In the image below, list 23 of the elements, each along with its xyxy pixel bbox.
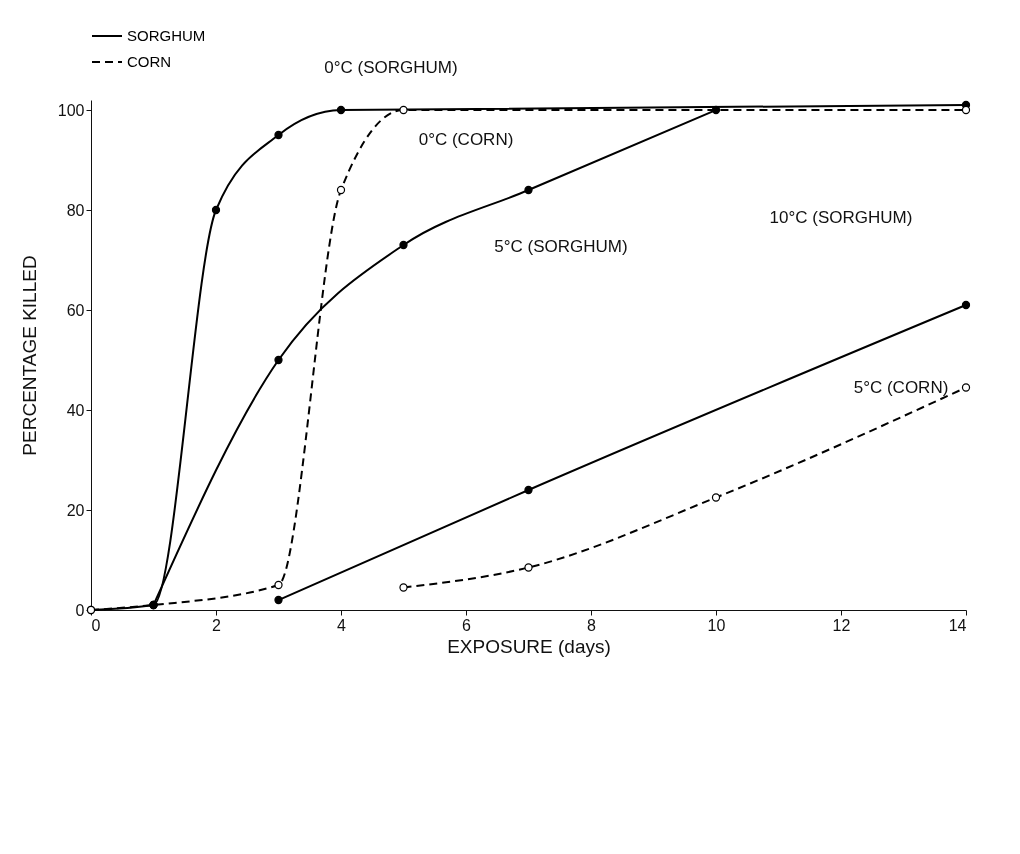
annotation: 10°C (SORGHUM) [769, 208, 913, 227]
y-axis-title: PERCENTAGE KILLED [18, 255, 40, 456]
x-tick-label: 10 [707, 616, 726, 634]
x-tick-label: 0 [91, 616, 101, 634]
y-tick-label: 60 [66, 301, 85, 319]
y-tick-label: 100 [57, 101, 85, 119]
y-tick-label: 0 [75, 601, 85, 619]
legend-label: SORGHUM [127, 27, 206, 44]
annotation: 0°C (CORN) [418, 130, 514, 149]
text: 0°C (SORGHUM) [324, 58, 458, 77]
y-tick-label: 40 [66, 401, 85, 419]
x-tick-label: 2 [212, 616, 222, 634]
annotation: 5°C (CORN) [853, 378, 949, 397]
annotation: 5°C (SORGHUM) [494, 237, 628, 256]
x-tick-label: 4 [337, 616, 347, 634]
x-axis-title: EXPOSURE (days) [447, 635, 611, 657]
y-tick-label: 80 [66, 201, 85, 219]
x-tick-label: 8 [587, 616, 597, 634]
x-tick-label: 14 [948, 616, 967, 634]
legend-label: CORN [127, 53, 172, 70]
x-tick-label: 6 [462, 616, 472, 634]
y-tick-label: 20 [66, 501, 85, 519]
x-tick-label: 12 [832, 616, 851, 634]
